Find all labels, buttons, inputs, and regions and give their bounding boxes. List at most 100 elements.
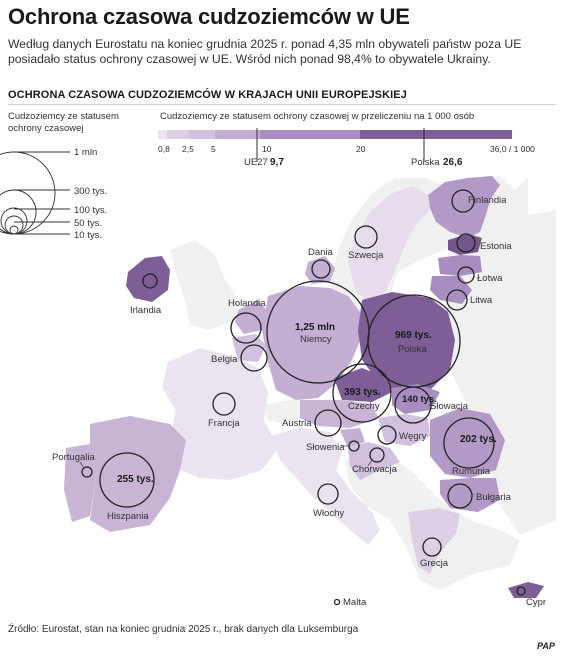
size-legend-circle	[9, 225, 19, 235]
bubble-belgium	[240, 344, 268, 372]
size-legend	[0, 151, 70, 235]
label-lithuania: Litwa	[470, 295, 493, 306]
scale-step-5	[260, 130, 360, 139]
leader-lines	[79, 404, 434, 469]
scale-tick-label: 20	[356, 144, 366, 154]
value-czechia: 393 tys.	[344, 387, 381, 398]
size-label: 1 mln	[74, 147, 97, 158]
label-romania: Rumunia	[452, 466, 491, 477]
leader-croatia	[367, 459, 373, 467]
size-label: 50 tys.	[74, 218, 102, 229]
country-netherlands	[235, 300, 268, 334]
label-estonia: Estonia	[480, 241, 512, 252]
label-poland: Polska	[398, 344, 427, 355]
country-portugal	[64, 444, 96, 522]
value-poland: 969 tys.	[395, 330, 432, 341]
value-spain: 255 tys.	[117, 474, 154, 485]
bubble-france	[212, 392, 236, 416]
country-lithuania	[430, 276, 472, 304]
bubble-cyprus	[516, 586, 526, 596]
country-slovakia	[392, 384, 440, 414]
rate-legend-title: Cudzoziemcy ze statusem ochrony czasowej…	[160, 111, 475, 122]
bubble-finland	[451, 189, 475, 213]
leader-portugal	[79, 461, 85, 469]
divider	[8, 104, 556, 105]
scale-step-3	[189, 130, 215, 139]
bubble-hungary	[377, 425, 397, 445]
country-labels: Finlandia Szwecja Estonia Łotwa Litwa Da…	[52, 195, 546, 608]
country-belgium	[232, 334, 266, 362]
label-latvia: Łotwa	[477, 273, 503, 284]
label-slovenia: Słowenia	[306, 442, 345, 453]
bubbles	[81, 189, 526, 606]
uk-land	[170, 240, 238, 330]
scale-step-1	[158, 130, 167, 139]
bubble-lithuania	[446, 289, 468, 311]
label-italy: Włochy	[313, 508, 344, 519]
bubble-ireland	[142, 273, 158, 289]
infographic-title: Ochrona czasowa cudzoziemców w UE	[8, 4, 410, 29]
label-cyprus: Cypr	[526, 597, 546, 608]
bubble-netherlands	[230, 312, 262, 344]
value-romania: 202 tys.	[460, 434, 497, 445]
poland-rate-value: 26,6	[443, 157, 463, 168]
label-denmark: Dania	[308, 247, 334, 258]
size-legend-circle	[0, 207, 28, 235]
bubble-estonia	[456, 233, 476, 253]
label-netherlands: Holandia	[228, 298, 266, 309]
country-cyprus	[508, 582, 544, 598]
scale-step-4	[215, 130, 260, 139]
value-slovakia: 140 tys.	[402, 394, 437, 405]
bubble-denmark	[311, 259, 331, 279]
bubble-croatia	[369, 447, 385, 463]
label-sweden: Szwecja	[348, 250, 384, 261]
country-sweden	[348, 186, 430, 304]
country-austria	[300, 400, 378, 428]
label-germany: Niemcy	[300, 334, 332, 345]
bubble-romania	[443, 417, 495, 469]
bubble-bulgaria	[447, 483, 473, 509]
scale-tick-label: 2,5	[182, 144, 194, 154]
country-poland	[358, 292, 455, 392]
label-hungary: Węgry	[399, 431, 427, 442]
map-subtitle: OCHRONA CZASOWA CUDZOZIEMCÓW W KRAJACH U…	[8, 89, 407, 101]
country-germany	[262, 286, 362, 400]
switzerland-land	[262, 398, 312, 425]
label-ireland: Irlandia	[130, 305, 162, 316]
scale-step-6	[360, 130, 512, 139]
value-germany: 1,25 mln	[295, 322, 335, 333]
country-czechia	[334, 368, 392, 402]
country-italy	[270, 428, 380, 545]
bubble-malta	[333, 598, 341, 606]
bubble-spain	[99, 452, 155, 508]
label-czechia: Czechy	[348, 401, 380, 412]
poland-rate-label: Polska	[411, 157, 440, 168]
source-note: Źródło: Eurostat, stan na koniec grudnia…	[8, 624, 359, 635]
ue27-value: 9,7	[270, 157, 284, 168]
size-label: 100 tys.	[74, 205, 107, 216]
bubble-value-labels-small: 140 tys.	[402, 394, 437, 405]
size-label: 300 tys.	[74, 186, 107, 197]
bubble-czechia	[332, 363, 392, 423]
country-bulgaria	[440, 478, 500, 512]
label-france: Francja	[208, 418, 240, 429]
scale-step-2	[167, 130, 189, 139]
label-slovakia: Słowacja	[430, 401, 469, 412]
label-austria: Austria	[282, 418, 312, 429]
country-greece	[408, 508, 460, 574]
scale-tick-label: 10	[262, 144, 272, 154]
label-croatia: Chorwacja	[352, 464, 398, 475]
bubble-sweden	[354, 225, 378, 249]
pap-logo: PAP	[537, 641, 555, 651]
bubble-latvia	[457, 266, 475, 284]
label-portugal: Portugalia	[52, 452, 95, 463]
bubble-austria	[314, 409, 342, 437]
ue27-label: UE27	[244, 157, 268, 168]
bubble-value-labels: 1,25 mln 969 tys. 393 tys. 202 tys. 255 …	[117, 322, 497, 485]
bubble-portugal	[81, 466, 93, 478]
label-greece: Grecja	[420, 558, 449, 569]
size-legend-circle	[4, 215, 24, 235]
label-malta: Malta	[343, 597, 367, 608]
scale-tick-label: 36,0 / 1 000	[490, 144, 535, 154]
